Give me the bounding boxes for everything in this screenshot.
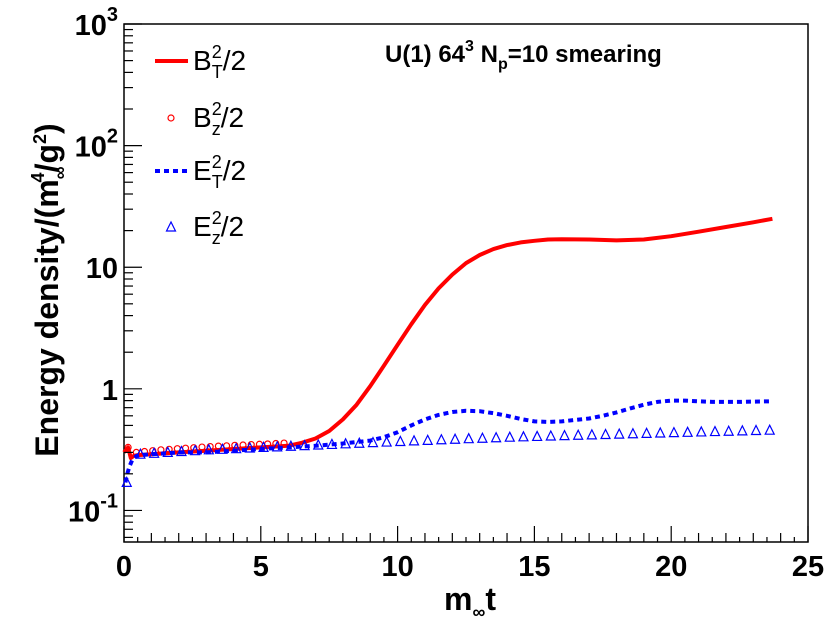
x-tick-label: 5 xyxy=(253,551,269,583)
data-point xyxy=(545,429,557,441)
data-point xyxy=(627,427,639,439)
data-point xyxy=(435,433,447,445)
data-point xyxy=(285,439,297,451)
data-point xyxy=(203,443,215,455)
series-line xyxy=(122,216,773,460)
legend: B2 T/2 B2 z/2 E2 T/2 E2 z/2 xyxy=(155,42,246,248)
legend-label: B2 T/2 xyxy=(193,42,246,82)
data-point xyxy=(449,432,461,444)
data-point xyxy=(654,426,666,438)
series-3 xyxy=(121,423,776,488)
series-2 xyxy=(123,398,773,483)
data-point xyxy=(198,443,206,451)
x-tick-label: 25 xyxy=(792,551,824,583)
data-point xyxy=(394,435,406,447)
legend-marker-circle xyxy=(167,114,175,122)
data-point xyxy=(463,432,475,444)
legend-label: E2 T/2 xyxy=(193,152,246,192)
data-point xyxy=(124,443,132,451)
series-0 xyxy=(122,216,773,460)
data-point xyxy=(217,442,228,454)
y-tick-label: 10-1 xyxy=(68,490,118,528)
data-point xyxy=(272,439,280,448)
data-point xyxy=(641,427,653,438)
data-point xyxy=(312,438,324,450)
y-tick-labels: 10-1 1 10 102 103 xyxy=(68,4,118,528)
series-line xyxy=(123,398,773,483)
x-tick-label: 15 xyxy=(518,551,550,583)
legend-label: E2 z/2 xyxy=(193,208,244,248)
y-tick-label: 103 xyxy=(75,4,118,42)
data-point xyxy=(247,440,255,449)
data-point xyxy=(162,446,174,458)
data-point xyxy=(490,431,502,443)
data-point xyxy=(764,423,776,435)
data-point xyxy=(231,441,239,449)
data-point xyxy=(613,427,625,439)
data-point xyxy=(559,429,570,441)
data-point xyxy=(531,430,543,442)
chart-title: U(1) 643 Np=10 smearing xyxy=(385,38,662,73)
data-point xyxy=(367,436,379,448)
data-point xyxy=(682,425,694,437)
data-point xyxy=(381,435,393,447)
data-point xyxy=(271,440,283,452)
data-point xyxy=(723,424,735,436)
data-point xyxy=(586,428,598,440)
data-point xyxy=(148,446,160,458)
data-point xyxy=(134,447,146,459)
legend-marker-triangle xyxy=(165,220,177,232)
data-point xyxy=(280,439,288,447)
legend-label: B2 z/2 xyxy=(193,99,244,139)
data-point xyxy=(299,439,311,451)
data-point xyxy=(175,445,187,457)
data-point xyxy=(353,436,365,448)
data-point xyxy=(572,428,584,440)
data-point xyxy=(258,441,270,452)
data-point xyxy=(668,426,680,438)
data-point xyxy=(189,444,201,456)
data-point xyxy=(517,430,529,442)
data-point xyxy=(600,428,612,440)
data-point xyxy=(408,434,420,446)
data-point xyxy=(239,441,247,449)
data-point xyxy=(340,437,352,449)
data-point xyxy=(504,430,516,442)
data-point xyxy=(244,441,256,453)
series-layer xyxy=(121,216,776,488)
data-point xyxy=(695,425,707,437)
y-tick-label: 102 xyxy=(75,126,118,164)
data-point xyxy=(121,476,133,488)
x-axis-title: m∞t xyxy=(444,581,496,622)
data-point xyxy=(206,442,214,451)
y-axis-title: Energy density/(m∞4/g2) xyxy=(28,123,70,456)
y-tick-label: 1 xyxy=(102,375,118,407)
data-point xyxy=(736,424,748,436)
x-tick-label: 20 xyxy=(655,551,687,583)
x-tick-label: 10 xyxy=(381,551,413,583)
data-point xyxy=(326,438,338,450)
x-tick-labels: 0 5 10 15 20 25 xyxy=(116,551,824,583)
data-point xyxy=(422,433,434,445)
data-point xyxy=(476,431,488,443)
y-tick-label: 10 xyxy=(86,253,118,285)
data-point xyxy=(750,424,762,436)
data-point xyxy=(709,425,721,437)
x-tick-label: 0 xyxy=(116,551,132,583)
axes xyxy=(123,23,809,542)
data-point xyxy=(230,442,242,454)
